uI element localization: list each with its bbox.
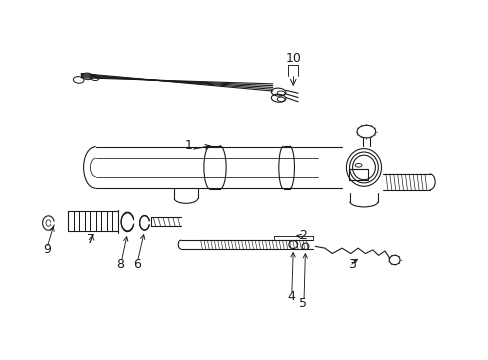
Text: 2: 2	[299, 229, 306, 242]
Text: 1: 1	[184, 139, 192, 152]
Text: 9: 9	[43, 243, 51, 256]
Text: 6: 6	[133, 258, 141, 271]
Bar	[348, 169, 367, 180]
Text: 5: 5	[298, 297, 306, 310]
Text: 3: 3	[347, 258, 355, 271]
Text: 10: 10	[285, 51, 301, 64]
Text: 4: 4	[286, 290, 294, 303]
Text: 7: 7	[87, 233, 95, 246]
Text: 8: 8	[116, 258, 124, 271]
